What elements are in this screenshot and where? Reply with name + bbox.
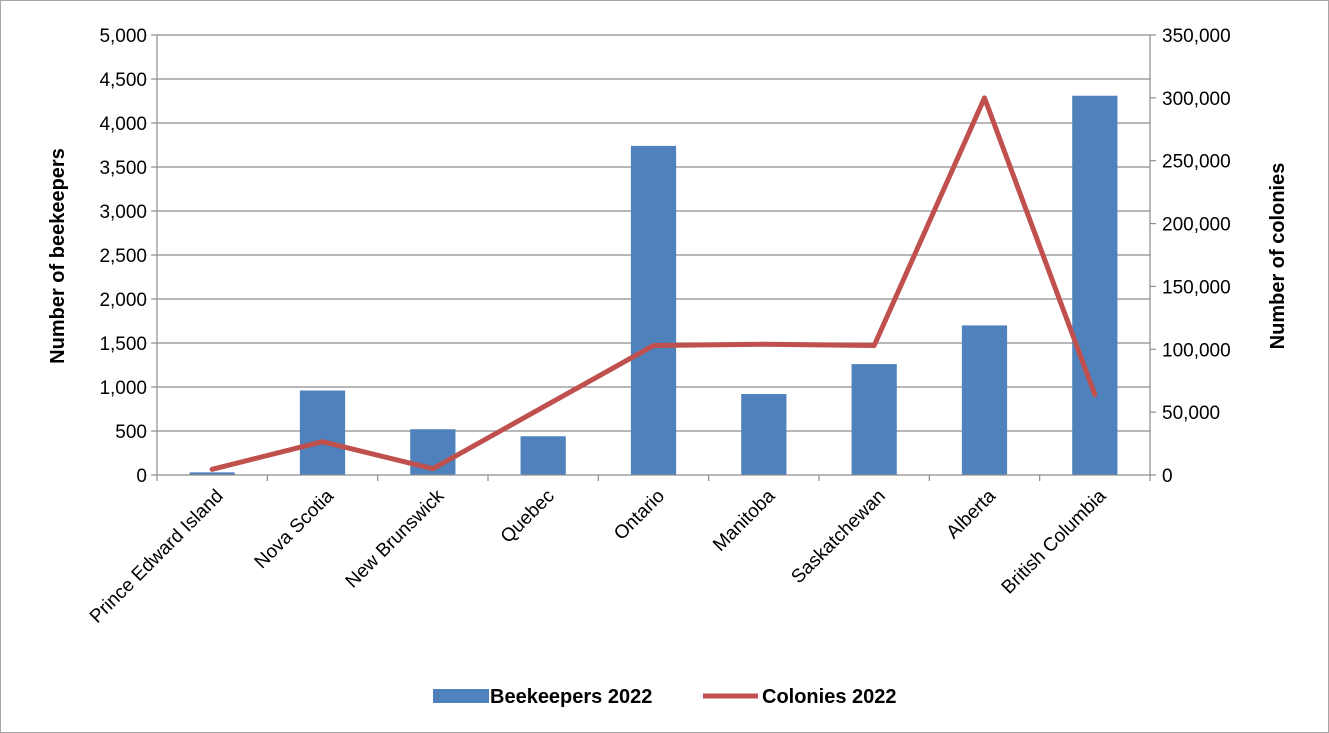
- x-axis-ticks: Prince Edward Island Nova Scotia New Bruns…: [86, 485, 1111, 627]
- left-tick-label: 1,000: [99, 378, 147, 399]
- right-tick-label: 100,000: [1162, 340, 1231, 361]
- right-axis-ticks: 0 50,000 100,000 150,000 200,000 250,000 300,0…: [1162, 26, 1231, 487]
- legend: Beekeepers 2022 Colonies 2022: [433, 686, 897, 708]
- bar: [299, 390, 346, 475]
- left-tick-label: 0: [136, 466, 147, 487]
- right-tick-label: 300,000: [1162, 89, 1231, 110]
- legend-label-colonies: Colonies 2022: [762, 686, 897, 708]
- left-axis-ticks: 0 500 1,000 1,500 2,000 2,500 3,000 3,500 4,000 4…: [99, 26, 147, 487]
- x-tick-label: British Columbia: [998, 485, 1111, 598]
- bar: [961, 325, 1008, 475]
- left-tick-label: 2,500: [99, 246, 147, 267]
- y2-axis-title: Number of colonies: [1267, 163, 1289, 350]
- legend-swatch-bar: [433, 689, 489, 703]
- bar: [851, 364, 897, 475]
- left-tick-label: 3,000: [99, 202, 147, 223]
- axes: [151, 34, 1156, 481]
- x-tick-label: Alberta: [943, 485, 1001, 543]
- left-tick-label: 500: [115, 422, 147, 443]
- right-tick-label: 200,000: [1162, 215, 1231, 236]
- bars-series: [189, 95, 1118, 475]
- bar: [189, 472, 235, 475]
- bar: [1072, 95, 1118, 475]
- y-axis-title: Number of beekeepers: [47, 148, 69, 364]
- x-tick-label: Ontario: [610, 486, 669, 545]
- left-tick-label: 5,000: [99, 26, 147, 47]
- x-tick-label: Nova Scotia: [251, 485, 339, 573]
- left-tick-label: 2,000: [99, 290, 147, 311]
- bar: [630, 145, 677, 475]
- left-tick-label: 4,500: [99, 70, 147, 91]
- x-tick-label: New Brunswick: [342, 485, 449, 592]
- bar: [520, 436, 566, 475]
- x-tick-label: Prince Edward Island: [86, 486, 228, 628]
- right-tick-label: 0: [1162, 466, 1173, 487]
- left-tick-label: 3,500: [99, 158, 147, 179]
- legend-label-beekeepers: Beekeepers 2022: [490, 686, 652, 708]
- right-tick-label: 50,000: [1162, 403, 1220, 424]
- left-tick-label: 4,000: [99, 114, 147, 135]
- line-series: [209, 95, 1098, 472]
- left-tick-label: 1,500: [99, 334, 147, 355]
- right-tick-label: 150,000: [1162, 277, 1231, 298]
- right-tick-label: 250,000: [1162, 152, 1231, 173]
- x-tick-label: Saskatchewan: [787, 486, 889, 588]
- x-tick-label: Manitoba: [709, 485, 779, 555]
- bar: [741, 394, 787, 475]
- right-tick-label: 350,000: [1162, 26, 1231, 47]
- x-tick-label: Quebec: [497, 486, 559, 548]
